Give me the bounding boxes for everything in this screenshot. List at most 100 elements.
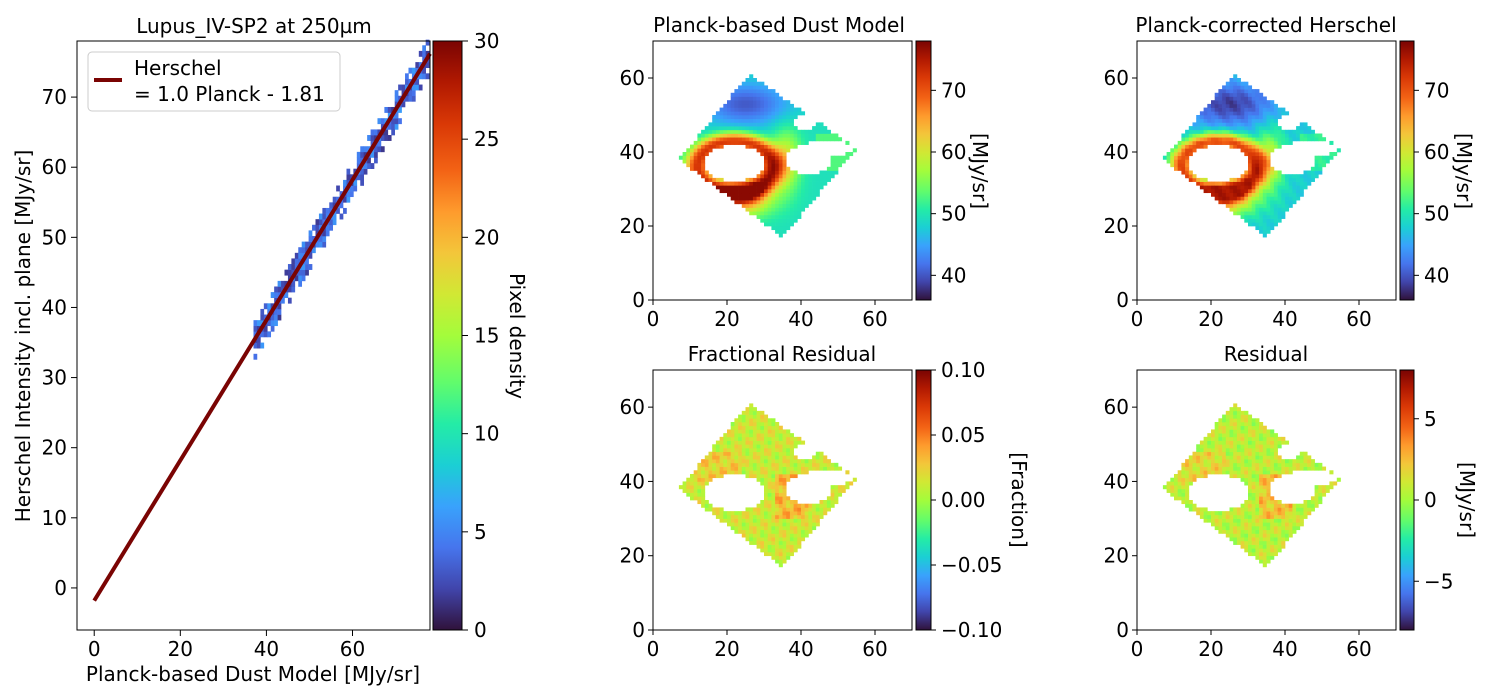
map-pixel [1255,459,1260,464]
map-pixel [741,185,746,190]
planck-dust-model-map [678,74,857,238]
map-pixel [1174,496,1179,501]
map-pixel [804,462,809,467]
map-pixel [1244,514,1249,519]
map-pixel [723,126,728,131]
map-pixel [1255,200,1260,205]
map-pixel [1185,459,1190,464]
planck-dust-model-colorbar-label: [MJy/sr] [968,133,992,209]
density-cell [343,179,347,186]
map-pixel [760,140,765,145]
map-pixel [771,222,776,227]
map-pixel [1218,133,1223,138]
map-pixel [719,470,724,475]
map-pixel [708,459,713,464]
map-pixel [767,207,772,212]
map-pixel [1218,103,1223,108]
map-pixel [719,462,724,467]
map-pixel [1273,211,1278,216]
map-pixel [771,466,776,471]
map-pixel [1273,522,1278,527]
map-pixel [1196,455,1201,460]
density-cell [422,73,426,80]
map-pixel [789,448,794,453]
map-pixel [1248,203,1253,208]
map-pixel [1196,507,1201,512]
map-pixel [715,115,720,120]
map-pixel [764,433,769,438]
map-pixel [1262,477,1267,482]
map-pixel [1266,122,1271,127]
map-pixel [752,107,757,112]
map-pixel [741,418,746,423]
map-pixel [1296,462,1301,467]
map-pixel [760,133,765,138]
map-pixel [764,552,769,557]
map-pixel [1266,177,1271,182]
map-pixel [741,470,746,475]
map-pixel [1299,503,1304,508]
map-pixel [771,436,776,441]
map-pixel [704,466,709,471]
map-pixel [771,507,776,512]
map-pixel [1222,466,1227,471]
map-pixel [771,155,776,160]
map-pixel [775,503,780,508]
map-pixel [1281,540,1286,545]
map-pixel [1244,152,1249,157]
map-pixel [752,537,757,542]
map-pixel [1266,218,1271,223]
map-pixel [727,118,732,123]
map-pixel [1222,429,1227,434]
map-pixel [1188,174,1193,179]
map-pixel [760,185,765,190]
map-pixel [1259,218,1264,223]
map-pixel [1251,548,1256,553]
map-pixel [730,122,735,127]
map-pixel [1307,462,1312,467]
density-cell [301,247,306,254]
map-pixel [1229,100,1234,105]
map-pixel [1229,529,1234,534]
map-pixel [775,455,780,460]
map-pixel [786,211,791,216]
map-pixel [778,181,783,186]
map-pixel [697,163,702,168]
map-pixel [741,192,746,197]
map-pixel [760,122,765,127]
density-cell [332,219,337,226]
map-pixel [1177,470,1182,475]
map-pixel [1266,455,1271,460]
map-pixel [1203,115,1208,120]
map-pixel [760,203,765,208]
map-pixel [741,129,746,134]
map-pixel [752,192,757,197]
map-pixel [1299,462,1304,467]
planck-corrected-herschel-x-ticks: 0 20 40 60 [1131,300,1372,331]
map-pixel [1218,444,1223,449]
map-pixel [752,474,757,479]
density-cell [287,264,292,270]
map-pixel [1277,529,1282,534]
map-pixel [712,122,717,127]
map-pixel [1255,170,1260,175]
map-pixel [1218,111,1223,116]
map-pixel [793,474,798,479]
map-pixel [1214,440,1219,445]
map-pixel [1251,507,1256,512]
map-pixel [756,448,761,453]
map-pixel [778,563,783,568]
map-pixel [1262,181,1267,186]
map-pixel [1288,129,1293,134]
map-pixel [1244,118,1249,123]
map-pixel [1259,466,1264,471]
map-pixel [1266,544,1271,549]
map-pixel [778,229,783,234]
map-pixel [734,126,739,131]
map-pixel [1248,207,1253,212]
map-pixel [1244,500,1249,505]
map-pixel [1229,144,1234,149]
map-pixel [1233,85,1238,90]
y-tick-label: 40 [620,469,645,493]
density-cell [305,264,309,270]
